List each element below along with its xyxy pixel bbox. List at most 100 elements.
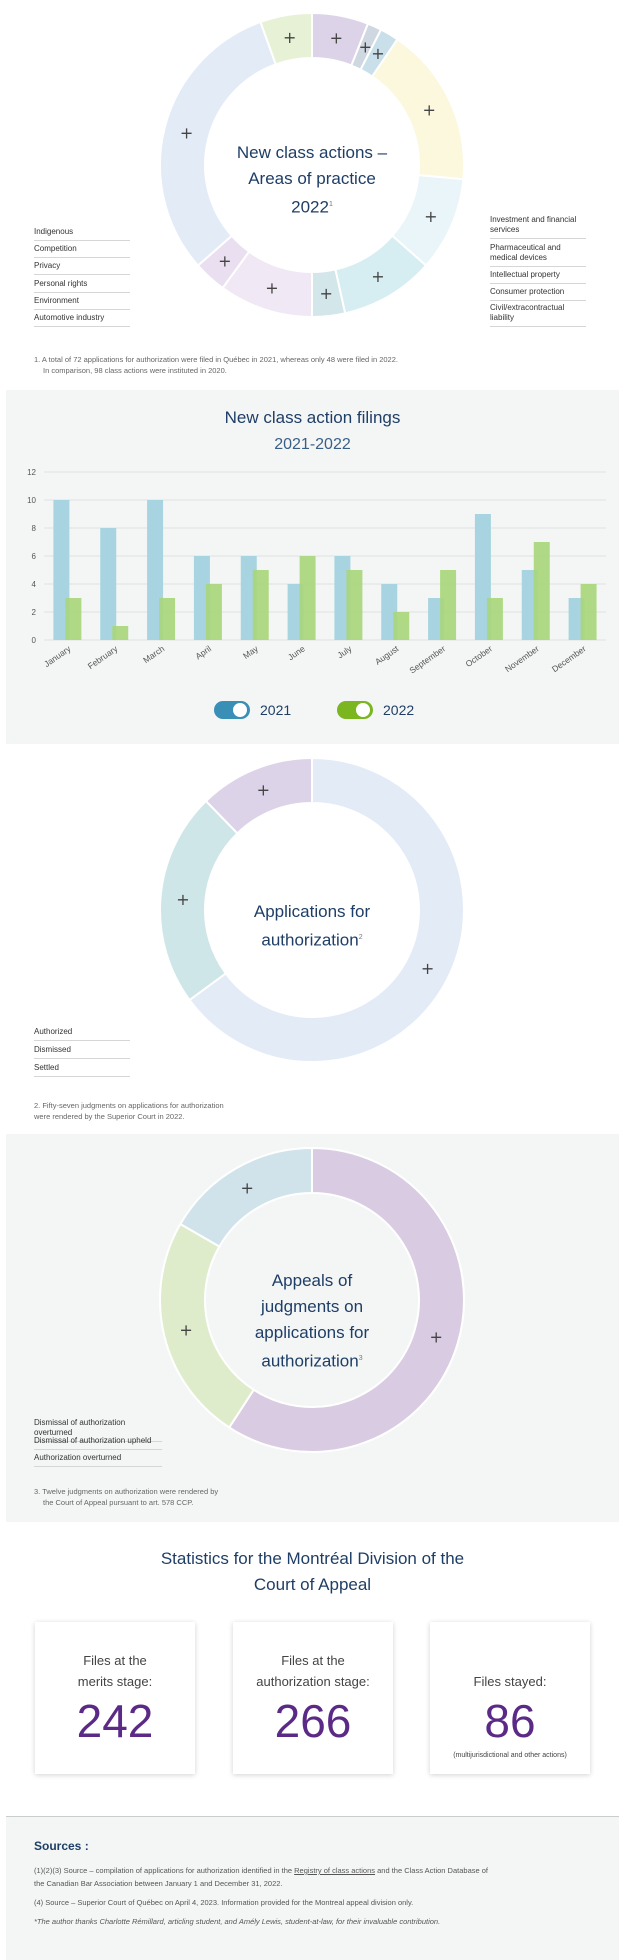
x-tick-label-january: January xyxy=(42,643,73,669)
y-tick-label-5: 10 xyxy=(27,496,36,505)
bar-2022-march[interactable] xyxy=(159,598,176,640)
bar-2022-january[interactable] xyxy=(65,598,82,640)
legend-privacy[interactable]: Privacy xyxy=(34,261,130,275)
bar-2022-november[interactable] xyxy=(533,542,550,640)
stat-authorization-value: 266 xyxy=(274,1695,352,1747)
legend-personal-rights[interactable]: Personal rights xyxy=(34,279,130,293)
legend-dismissal-upheld[interactable]: Dismissal of authorization upheld xyxy=(34,1436,162,1450)
filings-bar-chart: 0 2 4 6 8 10 12 January February March April May Jun… xyxy=(27,468,606,675)
bar-2022-april[interactable] xyxy=(205,584,222,640)
x-tick-label-october: October xyxy=(464,643,495,669)
legend-automotive-industry[interactable]: Automotive industry xyxy=(34,313,130,327)
areas-expand-icon-2[interactable]: + xyxy=(371,44,384,63)
areas-expand-icon-6[interactable]: + xyxy=(320,284,333,303)
appeals-donut: + + + xyxy=(159,1146,465,1453)
toggle-2022[interactable] xyxy=(337,701,373,719)
areas-expand-icon-0[interactable]: + xyxy=(330,28,343,47)
bar-2022-august[interactable] xyxy=(393,612,410,640)
legend-civil-liability[interactable]: Civil/extracontractual liability xyxy=(490,303,586,327)
areas-expand-icon-5[interactable]: + xyxy=(371,267,384,286)
toggle-2021-knob xyxy=(233,703,247,717)
stat-card-merits: Files at the merits stage: 242 xyxy=(35,1622,195,1774)
areas-expand-icon-10[interactable]: + xyxy=(283,28,296,47)
toggle-2021-label: 2021 xyxy=(260,702,292,718)
stat-authorization-label-2: authorization stage: xyxy=(256,1674,370,1689)
appeals-slice-2[interactable] xyxy=(178,1146,313,1248)
y-tick-label-4: 8 xyxy=(32,524,37,533)
toggle-2022-knob xyxy=(356,703,370,717)
footnote-3-line-1: 3. Twelve judgments on authorization wer… xyxy=(34,1487,219,1496)
legend-settled[interactable]: Settled xyxy=(34,1063,130,1077)
x-tick-label-february: February xyxy=(86,643,120,671)
legend-authorization-overturned[interactable]: Authorization overturned xyxy=(34,1453,162,1467)
legend-indigenous[interactable]: Indigenous xyxy=(34,227,130,241)
applications-title: Applications for authorization2 xyxy=(222,899,402,954)
areas-expand-icon-3[interactable]: + xyxy=(422,100,435,119)
bar-2022-february[interactable] xyxy=(112,626,129,640)
applications-title-line-1: Applications for xyxy=(253,902,371,921)
footnote-3-line-2: the Court of Appeal pursuant to art. 578… xyxy=(43,1498,194,1507)
statistics-title-line-1: Statistics for the Montréal Division of … xyxy=(160,1549,465,1568)
bar-2022-june[interactable] xyxy=(299,556,316,640)
appeals-expand-icon-0[interactable]: + xyxy=(429,1327,442,1346)
bar-2022-september[interactable] xyxy=(440,570,457,640)
statistics-title-line-2: Court of Appeal xyxy=(253,1575,372,1594)
y-tick-label-3: 6 xyxy=(32,552,37,561)
bar-2022-october[interactable] xyxy=(486,598,503,640)
stat-card-stayed: Files stayed: 86 (multijurisdictional an… xyxy=(430,1622,590,1774)
stat-merits-label-1: Files at the xyxy=(83,1653,147,1668)
applications-expand-icon-0[interactable]: + xyxy=(421,959,434,978)
footnote-marker-3: 3 xyxy=(358,1355,363,1362)
source-line-1-prefix: (1)(2)(3) Source – compilation of applic… xyxy=(34,1866,295,1875)
areas-expand-icon-8[interactable]: + xyxy=(218,251,231,270)
source-line-1: (1)(2)(3) Source – compilation of applic… xyxy=(34,1865,604,1877)
applications-slice-0[interactable] xyxy=(188,756,465,1063)
areas-expand-icon-7[interactable]: + xyxy=(265,279,278,298)
bar-2022-july[interactable] xyxy=(346,570,363,640)
appeals-title-line-3: applications for xyxy=(254,1323,370,1342)
footnote-2-line-1: 2. Fifty-seven judgments on applications… xyxy=(34,1101,224,1110)
applications-donut: + + + xyxy=(159,756,465,1063)
y-tick-label-1: 2 xyxy=(32,608,37,617)
x-tick-label-december: December xyxy=(550,643,588,674)
applications-slice-2[interactable] xyxy=(204,756,313,835)
areas-title-text: New class actions – Areas of practice xyxy=(236,143,388,188)
registry-link[interactable]: Registry of class actions xyxy=(294,1866,376,1875)
areas-expand-icon-4[interactable]: + xyxy=(424,207,437,226)
sources-section: Sources : (1)(2)(3) Source – compilation… xyxy=(6,1816,619,1960)
applications-expand-icon-1[interactable]: + xyxy=(176,890,189,909)
legend-consumer-protection[interactable]: Consumer protection xyxy=(490,287,586,301)
x-tick-label-may: May xyxy=(241,643,261,661)
filings-subtitle: 2021-2022 xyxy=(274,436,351,453)
appeals-expand-icon-2[interactable]: + xyxy=(241,1178,254,1197)
appeals-title-line-2: judgments on xyxy=(260,1297,364,1316)
x-tick-label-august: August xyxy=(373,643,401,667)
x-tick-label-april: April xyxy=(193,643,213,661)
bar-2021-february[interactable] xyxy=(100,528,117,640)
areas-expand-icon-9[interactable]: + xyxy=(180,123,193,142)
legend-competition[interactable]: Competition xyxy=(34,244,130,258)
appeals-slice-0[interactable] xyxy=(227,1146,465,1453)
areas-of-practice-title: New class actions – Areas of practice 20… xyxy=(222,140,402,221)
legend-pharmaceutical[interactable]: Pharmaceutical and medical devices xyxy=(490,243,586,267)
legend-environment[interactable]: Environment xyxy=(34,296,130,310)
source-line-2: (4) Source – Superior Court of Québec on… xyxy=(34,1898,414,1907)
bar-2022-december[interactable] xyxy=(580,584,597,640)
legend-dismissed[interactable]: Dismissed xyxy=(34,1045,130,1059)
legend-dismissal-overturned[interactable]: Dismissal of authorization overturned xyxy=(34,1418,162,1442)
legend-intellectual-property[interactable]: Intellectual property xyxy=(490,270,586,284)
appeals-expand-icon-1[interactable]: + xyxy=(179,1321,192,1340)
bar-2022-may[interactable] xyxy=(252,570,269,640)
x-tick-label-march: March xyxy=(141,643,166,665)
applications-expand-icon-2[interactable]: + xyxy=(257,781,270,800)
toggle-2021[interactable] xyxy=(214,701,250,719)
appeals-title: Appeals of judgments on applications for… xyxy=(222,1268,402,1375)
areas-title-year: 2022 xyxy=(291,197,329,217)
source-line-1-suffix: and the Class Action Database of xyxy=(375,1866,489,1875)
areas-slice-10[interactable] xyxy=(259,11,313,66)
statistics-section: Statistics for the Montréal Division of … xyxy=(0,1522,625,1812)
legend-authorized[interactable]: Authorized xyxy=(34,1027,130,1041)
footnote-2-line-2: were rendered by the Superior Court in 2… xyxy=(34,1112,185,1121)
sources-title: Sources : xyxy=(34,1839,89,1853)
legend-investment[interactable]: Investment and financial services xyxy=(490,215,586,239)
